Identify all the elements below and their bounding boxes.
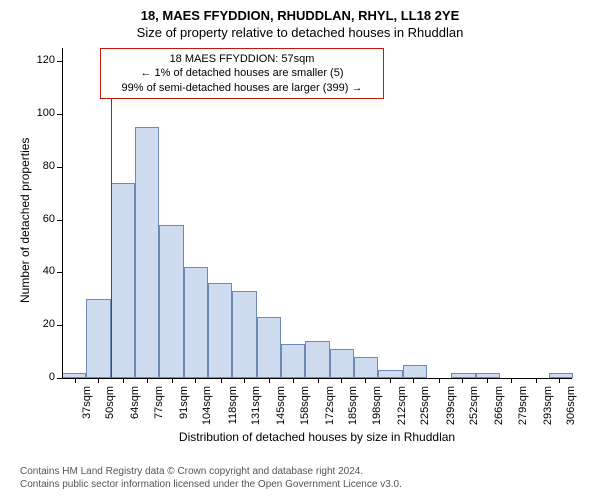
x-tick-label: 172sqm [324, 386, 336, 426]
x-tick-label: 266sqm [493, 386, 505, 426]
footer: Contains HM Land Registry data © Crown c… [20, 465, 402, 491]
histogram-bar [184, 267, 208, 378]
histogram-bar [208, 283, 232, 378]
chart-container: 18, MAES FFYDDION, RHUDDLAN, RHYL, LL18 … [0, 0, 600, 500]
histogram-bar [330, 349, 354, 378]
x-tick-label: 104sqm [201, 386, 213, 426]
annot-line-0: 18 MAES FFYDDION: 57sqm [107, 52, 377, 66]
histogram-bar [281, 344, 305, 378]
histogram-bar [378, 370, 402, 378]
y-tick-label: 20 [27, 318, 55, 330]
annotation-box: 18 MAES FFYDDION: 57sqm ← 1% of detached… [100, 48, 384, 99]
x-tick-label: 279sqm [517, 386, 529, 426]
y-axis-line [62, 48, 63, 378]
x-tick-label: 306sqm [565, 386, 577, 426]
histogram-bar [159, 225, 183, 378]
annot-line-1: ← 1% of detached houses are smaller (5) [107, 66, 377, 80]
x-tick-label: 77sqm [153, 386, 165, 426]
x-tick-label: 64sqm [129, 386, 141, 426]
x-axis-line [62, 378, 572, 379]
histogram-bar [257, 317, 281, 378]
y-axis-label: Number of detached properties [18, 138, 32, 303]
footer-line-1: Contains HM Land Registry data © Crown c… [20, 465, 402, 478]
title-sub: Size of property relative to detached ho… [0, 23, 600, 40]
x-tick-label: 239sqm [445, 386, 457, 426]
x-tick-label: 252sqm [468, 386, 480, 426]
x-tick-label: 50sqm [104, 386, 116, 426]
x-tick-label: 131sqm [250, 386, 262, 426]
x-tick-label: 185sqm [347, 386, 359, 426]
x-tick-label: 212sqm [396, 386, 408, 426]
y-tick-label: 0 [27, 371, 55, 383]
annot-line-2: 99% of semi-detached houses are larger (… [107, 81, 377, 95]
histogram-bar [354, 357, 378, 378]
histogram-bar [403, 365, 427, 378]
histogram-bar [111, 183, 135, 378]
title-main: 18, MAES FFYDDION, RHUDDLAN, RHYL, LL18 … [0, 0, 600, 23]
histogram-bar [135, 127, 159, 378]
x-axis-label: Distribution of detached houses by size … [62, 430, 572, 444]
x-tick-label: 145sqm [275, 386, 287, 426]
y-tick-label: 120 [27, 54, 55, 66]
histogram-bar [86, 299, 110, 378]
x-tick-label: 158sqm [299, 386, 311, 426]
histogram-bar [232, 291, 256, 378]
y-tick-label: 100 [27, 107, 55, 119]
x-tick-label: 225sqm [419, 386, 431, 426]
x-tick-label: 118sqm [227, 386, 239, 426]
footer-line-2: Contains public sector information licen… [20, 478, 402, 491]
histogram-bar [305, 341, 329, 378]
x-tick-label: 198sqm [371, 386, 383, 426]
x-tick-label: 293sqm [542, 386, 554, 426]
x-tick-label: 37sqm [81, 386, 93, 426]
x-tick-label: 91sqm [178, 386, 190, 426]
